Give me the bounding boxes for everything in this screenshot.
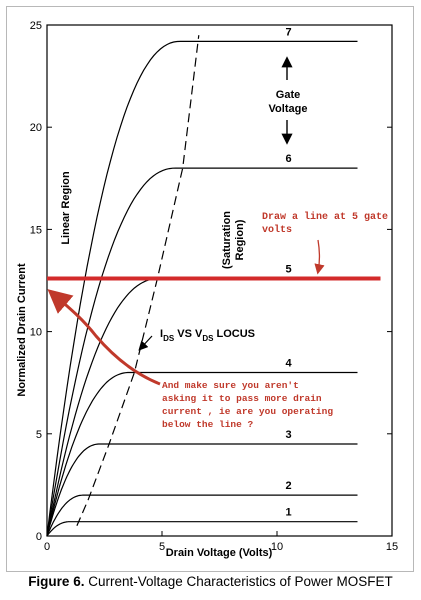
- x-tick-label: 10: [271, 541, 283, 553]
- y-tick-label: 20: [30, 122, 42, 134]
- plot-area: [46, 24, 393, 537]
- curve-gate-3: [46, 443, 358, 537]
- locus-label-i: I: [160, 328, 163, 340]
- curve-label-2: 2: [285, 480, 291, 492]
- saturation-region-label-line1: (Saturation: [221, 211, 233, 269]
- gate-voltage-label-line2: Voltage: [269, 103, 308, 115]
- curve-gate-5: [46, 277, 358, 537]
- gate-voltage-labels: 1 2 3 4 5 6 7: [285, 26, 292, 518]
- x-tick-label: 0: [44, 541, 50, 553]
- figure-frame: [6, 6, 414, 572]
- y-tick-label: 5: [36, 429, 42, 441]
- red-note-top-line2: volts: [262, 224, 292, 236]
- x-tick-label: 5: [159, 541, 165, 553]
- x-tick-label: 15: [386, 541, 398, 553]
- red-note-top-arrow: [314, 239, 325, 275]
- locus-label-vs: VS V: [174, 328, 203, 340]
- locus-label-sub2: DS: [202, 334, 214, 343]
- curve-label-6: 6: [285, 153, 291, 165]
- red-note-bottom-line1: And make sure you aren't: [162, 380, 299, 391]
- gate-voltage-label-line1: Gate: [276, 89, 300, 101]
- y-tick-label: 15: [30, 224, 42, 236]
- red-note-bottom-line4: below the line ?: [162, 419, 254, 430]
- y-tick-label: 25: [30, 20, 42, 32]
- curve-gate-7: [46, 40, 358, 537]
- curve-label-7: 7: [285, 26, 291, 38]
- curve-gate-6: [46, 167, 358, 537]
- x-axis-title: Drain Voltage (Volts): [166, 547, 273, 559]
- figure-caption: Figure 6. Current-Voltage Characteristic…: [0, 574, 421, 589]
- figure-caption-text: Current-Voltage Characteristics of Power…: [84, 574, 393, 589]
- gate-voltage-curves: [46, 40, 358, 537]
- curve-gate-4: [46, 371, 358, 537]
- curve-gate-2: [46, 494, 358, 537]
- y-tick-label: 10: [30, 327, 42, 339]
- curve-gate-1: [46, 521, 358, 537]
- locus-pointer-arrow: [138, 335, 153, 351]
- curve-label-1: 1: [285, 507, 291, 519]
- y-axis-title: Normalized Drain Current: [16, 263, 28, 397]
- red-note-bottom-arrow: [47, 289, 161, 386]
- locus-label-locus: LOCUS: [213, 328, 255, 340]
- red-note-bottom-line3: current , ie are you operating: [162, 406, 333, 417]
- saturation-region-label-line2: Region): [234, 219, 246, 260]
- y-tick-label: 0: [36, 531, 42, 543]
- ids-vds-locus-line: [76, 35, 200, 527]
- linear-region-label: Linear Region: [60, 171, 72, 245]
- curve-label-4: 4: [285, 357, 292, 369]
- locus-label: IDS VS VDS LOCUS: [160, 328, 255, 343]
- locus-label-sub1: DS: [163, 334, 175, 343]
- curve-label-5: 5: [285, 263, 291, 275]
- curve-label-3: 3: [285, 429, 291, 441]
- x-axis-ticks: 0 5 10 15: [44, 531, 398, 553]
- red-note-top-line1: Draw a line at 5 gate: [262, 211, 388, 223]
- figure-number: Figure 6.: [28, 574, 85, 589]
- red-note-bottom-line2: asking it to pass more drain: [162, 393, 322, 404]
